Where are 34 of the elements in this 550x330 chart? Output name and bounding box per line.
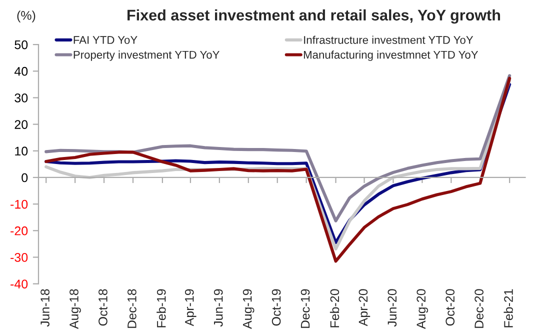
line-series — [44, 74, 512, 222]
legend-label: Infrastructure investment YTD YoY — [304, 36, 474, 44]
x-tick-label: Dec-18 — [128, 289, 136, 328]
y-tick-label: 30 — [14, 94, 28, 102]
x-tick-label: Aug-20 — [416, 289, 428, 329]
x-tick-label: Oct-18 — [98, 289, 108, 326]
x-tick-label: Jun-20 — [388, 289, 397, 327]
y-tick-label: -40 — [10, 280, 28, 288]
x-tick-label: Aug-19 — [242, 289, 254, 329]
x-tick-label: Dec-20 — [474, 289, 484, 328]
x-tick-label: Dec-19 — [300, 289, 310, 328]
x-tick-label: Jun-18 — [40, 289, 50, 327]
legend-label: Property investment YTD YoY — [74, 50, 220, 61]
y-tick-label: -10 — [10, 200, 28, 209]
x-tick-label: Feb-19 — [156, 289, 166, 328]
x-tick-label: Feb-20 — [330, 289, 340, 328]
y-axis-title: (%) — [17, 10, 36, 22]
y-tick-label: -30 — [10, 253, 28, 262]
y-tick-label: 50 — [14, 40, 28, 50]
x-tick-label: Jun-19 — [214, 289, 223, 327]
x-tick-label: Aug-18 — [70, 289, 81, 329]
legend-label: FAI YTD YoY — [74, 36, 138, 44]
x-tick-label: Oct-20 — [446, 289, 455, 326]
x-tick-label: Oct-19 — [272, 289, 281, 326]
y-tick-label: -20 — [10, 226, 28, 236]
y-tick-label: 0 — [22, 173, 28, 182]
legend-label: Manufacturing investmnet YTD YoY — [304, 50, 478, 61]
y-tick-label: 20 — [14, 120, 28, 129]
y-tick-label: 10 — [15, 146, 28, 156]
y-tick-label: 40 — [14, 66, 28, 76]
chart-title: Fixed asset investment and retail sales, YoY growth — [128, 9, 500, 24]
x-tick-label: Apr-20 — [358, 289, 370, 326]
x-tick-label: Apr-19 — [184, 289, 196, 326]
x-tick-label: Feb-21 — [504, 289, 513, 328]
